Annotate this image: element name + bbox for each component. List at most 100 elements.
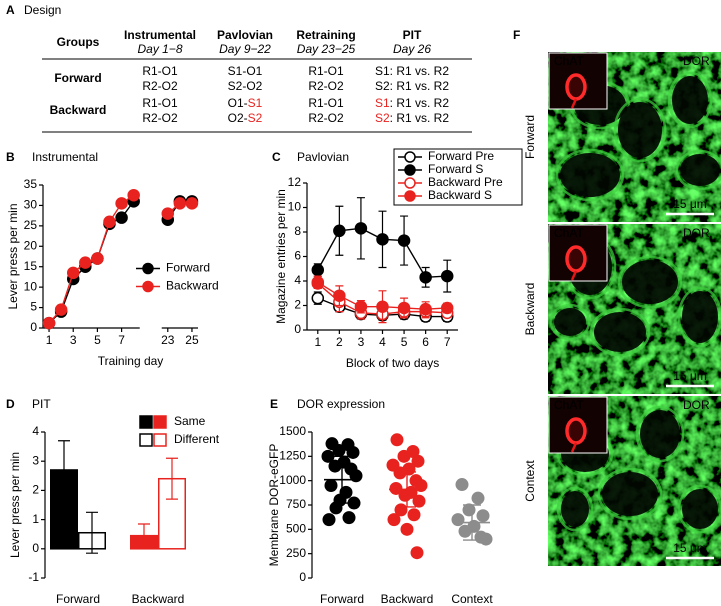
legend-swatch xyxy=(139,433,153,447)
y-axis-label: Lever press per min xyxy=(6,203,20,309)
cell-body xyxy=(680,154,720,186)
cell-line: S1-O1 xyxy=(228,64,263,78)
legend-swatch xyxy=(153,415,167,429)
cell-text: R1-O1 xyxy=(142,96,178,110)
point xyxy=(407,508,421,522)
y-tick-label: 750 xyxy=(286,497,306,511)
legend-label: Backward Pre xyxy=(428,175,503,189)
cell-line: O1-S1 xyxy=(228,96,263,110)
point xyxy=(389,481,403,495)
column-header: Instrumental xyxy=(124,28,196,42)
inset-process xyxy=(570,442,578,453)
point xyxy=(390,433,404,447)
point xyxy=(476,509,490,523)
cell-text: S1-O1 xyxy=(228,64,263,78)
cell-body xyxy=(554,308,586,336)
cell-ring xyxy=(555,148,625,202)
cell-text: R1-O1 xyxy=(308,64,344,78)
legend-label: Different xyxy=(174,432,220,446)
cell-text: O1- xyxy=(228,96,248,110)
cell-line: O2-S2 xyxy=(228,111,263,125)
column-header: Groups xyxy=(57,35,100,49)
legend-label: Forward Pre xyxy=(428,149,494,163)
marker xyxy=(333,224,346,238)
cell-ring xyxy=(597,467,663,521)
y-tick-label: 3 xyxy=(32,453,39,467)
marker xyxy=(79,256,92,269)
x-tick-label: Backward xyxy=(381,592,434,606)
cell-text: S2 xyxy=(248,111,263,125)
marker xyxy=(419,271,432,284)
channel-label: ChAT xyxy=(554,54,584,68)
error-bar xyxy=(86,511,98,554)
marker xyxy=(397,301,411,315)
cell-line: R2-O2 xyxy=(142,111,178,125)
y-tick-label: 15 xyxy=(24,259,38,273)
point xyxy=(451,513,465,527)
scale-label: 15 μm xyxy=(673,541,707,555)
row-group: Backward xyxy=(50,103,107,117)
marker xyxy=(376,300,389,313)
cell-ring xyxy=(667,71,713,129)
marker xyxy=(66,266,80,280)
cell-text: O2- xyxy=(228,111,248,125)
cell-ring xyxy=(677,286,721,348)
x-axis-label: Block of two days xyxy=(346,356,439,370)
x-tick-label: 1 xyxy=(46,333,53,347)
column-days: Day 9−22 xyxy=(219,42,271,56)
y-axis-label: Membrane DOR-eGFP xyxy=(267,444,281,567)
cell-line: R2-O2 xyxy=(308,79,344,93)
column-header: Retraining xyxy=(296,28,355,42)
cell-text: R2-O2 xyxy=(308,79,344,93)
legend-marker xyxy=(142,262,154,275)
cell-line: R1-O1 xyxy=(142,64,178,78)
legend-marker xyxy=(404,190,416,202)
x-tick-label: 5 xyxy=(401,335,408,349)
point xyxy=(329,501,343,515)
point xyxy=(328,459,342,473)
row-label: Forward xyxy=(523,115,537,159)
point xyxy=(398,488,412,502)
x-tick-label: 2 xyxy=(336,335,343,349)
cell-ring xyxy=(613,97,667,163)
y-axis-label: Lever press per min xyxy=(8,452,22,558)
y-tick-label: 12 xyxy=(288,175,302,189)
point xyxy=(458,524,472,538)
y-tick-label: 0 xyxy=(30,320,37,334)
row-label: Context xyxy=(523,460,537,502)
inset-cell xyxy=(565,245,587,273)
cell-ring xyxy=(589,307,651,357)
cell-body xyxy=(672,76,708,124)
x-tick-label: 7 xyxy=(118,333,125,347)
marker xyxy=(376,233,389,246)
legend-marker xyxy=(142,280,154,293)
cell-body xyxy=(622,260,678,304)
sd-bar xyxy=(463,504,481,541)
point xyxy=(324,479,338,493)
cell-text: R2-O2 xyxy=(142,111,178,125)
point xyxy=(455,478,469,492)
y-tick-label: 0 xyxy=(32,541,39,555)
x-tick-label: 1 xyxy=(314,335,321,349)
legend-label: Forward S xyxy=(428,162,483,176)
point xyxy=(393,466,407,480)
inset-process xyxy=(570,270,578,281)
y-tick-label: 25 xyxy=(24,218,38,232)
panel-label: D xyxy=(6,397,15,411)
y-tick-label: 0 xyxy=(299,570,306,584)
marker xyxy=(440,301,454,315)
scale-label: 15 μm xyxy=(673,369,707,383)
panel-label: B xyxy=(6,150,15,164)
x-tick-label: 3 xyxy=(70,333,77,347)
column-days: Day 26 xyxy=(393,42,431,56)
point xyxy=(332,443,346,457)
marker xyxy=(354,222,368,235)
panel-title: Design xyxy=(24,3,61,17)
panel-title: Pavlovian xyxy=(297,150,349,164)
x-tick-label: 3 xyxy=(358,335,365,349)
point xyxy=(412,494,426,508)
legend-swatch xyxy=(139,415,153,429)
channel-label: ChAT xyxy=(554,226,584,240)
point xyxy=(321,449,335,463)
panel-title: PIT xyxy=(32,397,51,411)
